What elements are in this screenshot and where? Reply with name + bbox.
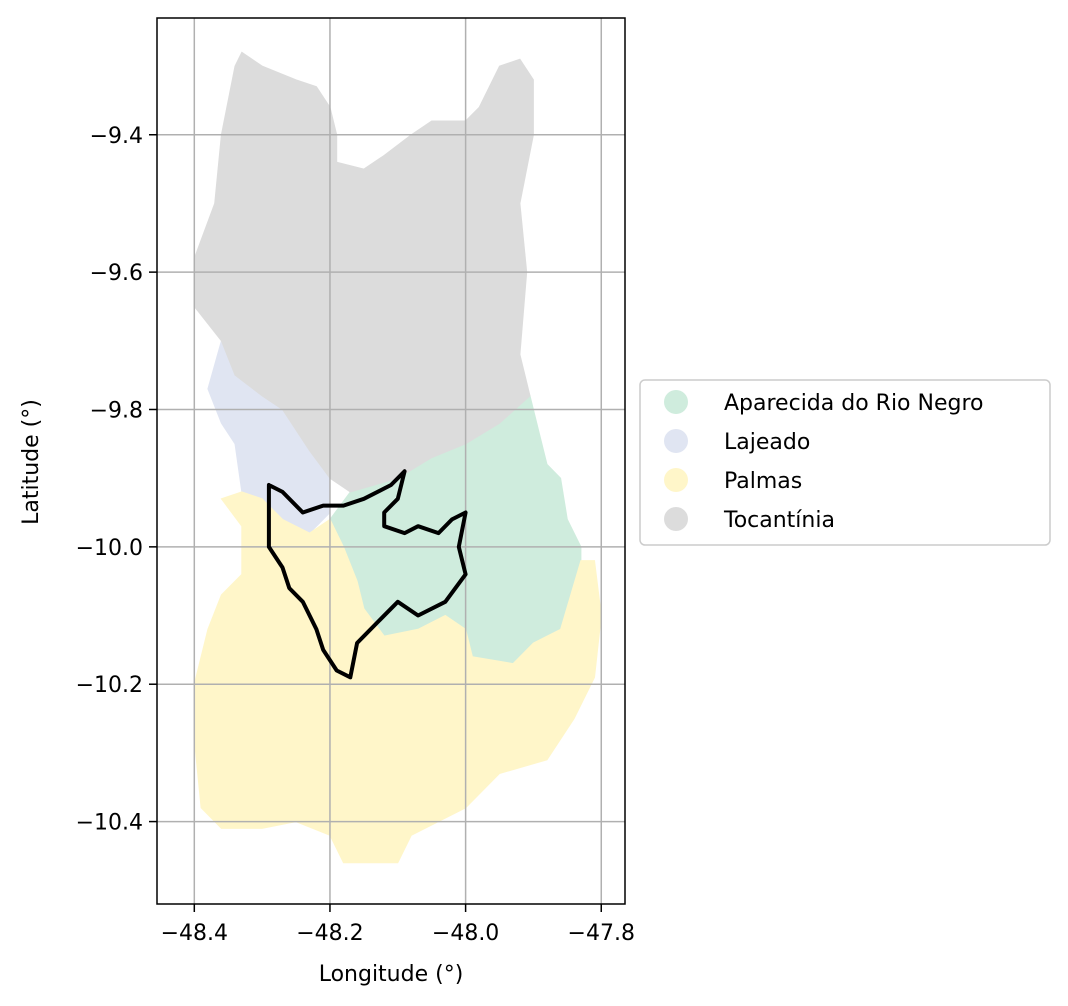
x-axis-ticks: −48.4 −48.2 −48.0 −47.8 (161, 904, 635, 946)
grid-layer (157, 18, 625, 904)
region-palmas (193, 491, 602, 864)
legend-frame (639, 379, 1051, 546)
y-tick-label: −9.4 (90, 124, 143, 149)
legend-swatch-aparecida-do-rio-negro (664, 390, 688, 414)
y-axis-ticks: −9.4 −9.6 −9.8 −10.0 −10.2 −10.4 (76, 124, 157, 836)
legend-label-tocantinia: Tocantínia (723, 508, 835, 533)
y-tick-label: −10.4 (76, 811, 143, 836)
legend-label-aparecida-do-rio-negro: Aparecida do Rio Negro (724, 391, 984, 416)
x-tick-label: −47.8 (568, 921, 635, 946)
x-tick-label: −48.2 (296, 921, 363, 946)
plot-frame (156, 17, 626, 905)
legend-swatch-palmas (664, 468, 688, 492)
x-axis-title: Longitude (°) (319, 962, 464, 987)
boundary-outline (266, 469, 468, 680)
y-axis-title: Latitude (°) (19, 399, 44, 525)
legend-label-lajeado: Lajeado (724, 430, 810, 455)
legend-swatch-tocantinia (664, 507, 688, 531)
legend: Aparecida do Rio Negro Lajeado Palmas Tocan… (639, 379, 1051, 546)
legend-label-palmas: Palmas (724, 469, 802, 494)
y-tick-label: −9.6 (90, 261, 143, 286)
y-tick-label: −10.0 (76, 536, 143, 561)
legend-swatch-lajeado (664, 429, 688, 453)
x-tick-label: −48.4 (161, 921, 228, 946)
x-tick-label: −48.0 (432, 921, 499, 946)
y-tick-label: −9.8 (90, 398, 143, 423)
y-tick-label: −10.2 (76, 673, 143, 698)
outline-layer (266, 469, 468, 680)
